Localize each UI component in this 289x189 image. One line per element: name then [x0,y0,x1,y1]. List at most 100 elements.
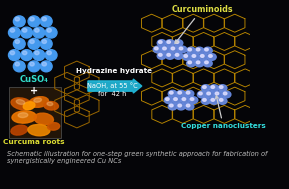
Circle shape [203,47,212,54]
Circle shape [205,61,208,64]
Ellipse shape [15,17,20,21]
Ellipse shape [34,98,42,102]
Ellipse shape [13,61,25,72]
Circle shape [201,55,204,57]
Ellipse shape [10,29,15,32]
Circle shape [211,86,214,88]
Ellipse shape [40,16,52,27]
Ellipse shape [21,50,32,60]
FancyArrow shape [88,79,142,93]
Ellipse shape [11,98,32,110]
Text: Schematic illustration for one-step green synthetic approach for fabrication of
: Schematic illustration for one-step gree… [7,151,267,164]
Circle shape [161,46,170,53]
Text: Hydrazine hydrate: Hydrazine hydrate [76,68,152,74]
Circle shape [155,47,158,50]
Circle shape [219,98,223,101]
Circle shape [164,97,173,104]
Circle shape [205,91,214,98]
Circle shape [218,85,227,91]
Ellipse shape [47,29,51,32]
Circle shape [179,47,183,50]
Circle shape [166,40,175,46]
Circle shape [199,54,208,60]
Ellipse shape [23,102,35,110]
Text: Curcuminoids: Curcuminoids [171,5,233,43]
Ellipse shape [8,27,20,38]
Circle shape [215,92,219,95]
Ellipse shape [28,61,40,72]
Ellipse shape [33,27,45,38]
Text: NaOH, at 55 °C: NaOH, at 55 °C [86,82,137,89]
Circle shape [185,90,194,97]
Circle shape [174,98,177,101]
Circle shape [201,98,210,104]
Circle shape [171,47,175,50]
Text: CuSO₄: CuSO₄ [20,75,49,84]
Circle shape [174,40,183,46]
Circle shape [219,86,223,88]
Circle shape [184,55,188,57]
Circle shape [188,61,192,64]
Ellipse shape [40,38,52,49]
Circle shape [170,46,179,53]
Circle shape [177,90,186,97]
Circle shape [178,46,187,53]
Circle shape [178,104,181,107]
Circle shape [183,54,192,60]
Ellipse shape [8,50,20,60]
Text: Curcuma roots: Curcuma roots [3,139,65,145]
Circle shape [192,55,196,57]
Circle shape [157,40,166,46]
Circle shape [197,91,206,98]
Circle shape [153,46,162,53]
Ellipse shape [30,40,34,43]
Circle shape [159,41,162,43]
Circle shape [214,91,223,98]
Ellipse shape [12,111,36,123]
Circle shape [222,91,231,98]
Ellipse shape [40,61,52,72]
Ellipse shape [30,17,34,21]
Ellipse shape [44,101,58,110]
Circle shape [174,53,183,59]
Circle shape [210,98,218,104]
Ellipse shape [28,38,40,49]
Circle shape [201,85,210,91]
Circle shape [207,92,210,95]
Circle shape [159,53,162,56]
Circle shape [170,91,173,94]
Circle shape [196,61,200,64]
Circle shape [181,97,190,104]
Ellipse shape [23,51,27,55]
Circle shape [175,41,179,43]
FancyBboxPatch shape [10,87,61,138]
Ellipse shape [34,113,53,125]
Circle shape [182,98,186,101]
Ellipse shape [47,51,51,55]
Ellipse shape [10,51,15,55]
Ellipse shape [45,50,57,60]
Circle shape [205,48,208,51]
Ellipse shape [28,125,50,136]
Circle shape [177,103,186,110]
Ellipse shape [42,40,47,43]
Circle shape [211,98,214,101]
Ellipse shape [33,50,45,60]
Ellipse shape [18,113,28,118]
Circle shape [170,104,173,107]
Circle shape [203,86,206,88]
Circle shape [187,47,195,54]
Circle shape [218,98,227,104]
Text: Copper nanoclusters: Copper nanoclusters [181,96,266,129]
Ellipse shape [13,38,25,49]
Ellipse shape [30,62,34,66]
Circle shape [191,54,200,60]
Circle shape [186,104,190,107]
Text: +: + [30,86,38,96]
Circle shape [209,55,212,57]
Circle shape [178,91,181,94]
Ellipse shape [15,62,20,66]
Circle shape [167,53,171,56]
Circle shape [210,85,218,91]
Circle shape [188,48,192,51]
